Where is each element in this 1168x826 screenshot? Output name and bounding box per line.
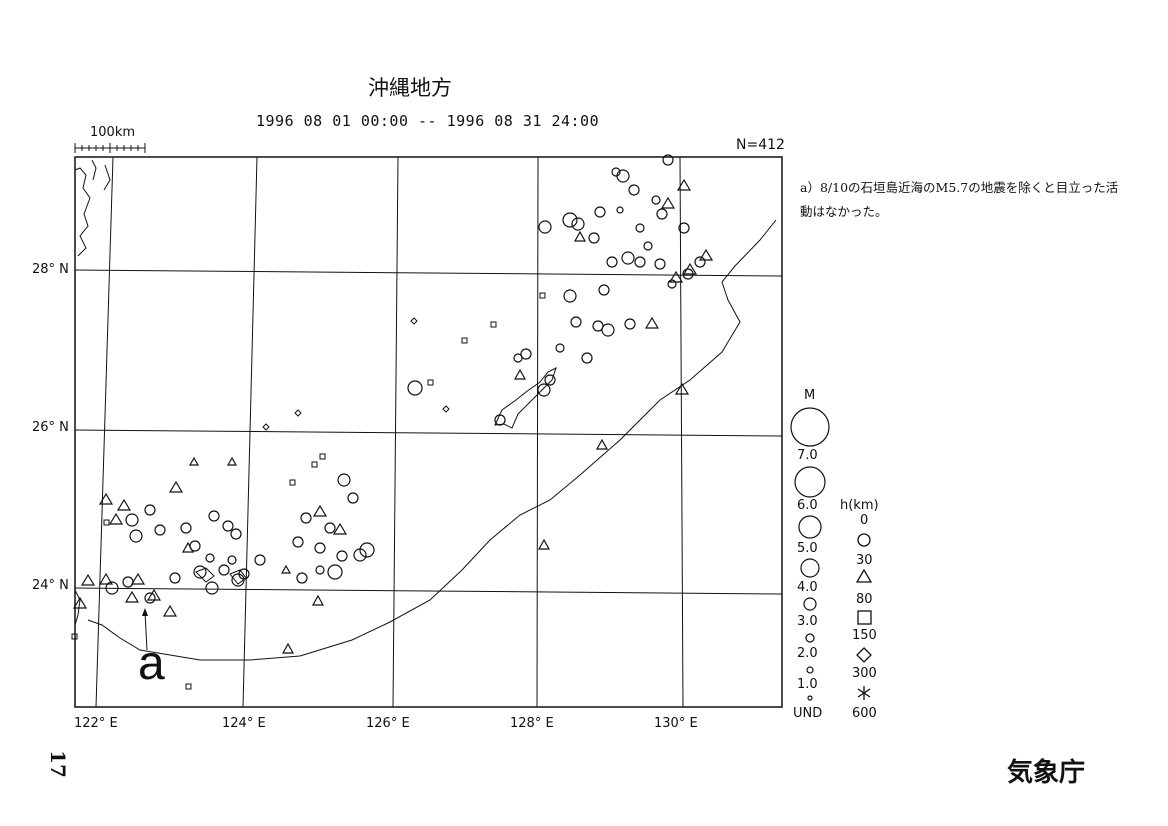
lon-label-122: 122° E xyxy=(74,716,118,731)
events-shallow xyxy=(105,154,706,604)
events-deep xyxy=(71,292,546,690)
map-title: 沖縄地方 xyxy=(368,76,452,100)
map-frame xyxy=(74,156,783,708)
depth-0-30-circle-icon xyxy=(857,533,871,547)
marker-a-label: a xyxy=(138,637,165,690)
lon-label-128: 128° E xyxy=(510,716,554,731)
depth-item: 0 xyxy=(860,513,869,528)
lat-label-26: 26° N xyxy=(32,420,69,435)
depth-150-300-diamond-icon xyxy=(856,647,872,663)
events-depth-30-80 xyxy=(72,178,714,654)
scale-bar xyxy=(74,143,146,153)
kyushu-coast xyxy=(74,159,111,257)
annotation-note: a）8/10の石垣島近海のM5.7の地震を除くと目立った活動はなかった。 xyxy=(800,180,1119,219)
grid-lon-130 xyxy=(679,156,684,708)
grid-lon-126 xyxy=(392,156,399,708)
depth-legend-title: h(km) xyxy=(840,498,879,513)
depth-legend-symbols xyxy=(855,533,873,700)
magnitude-item: 1.0 xyxy=(797,677,818,692)
depth-item: 150 xyxy=(852,628,877,643)
period-label: 1996 08 01 00:00 -- 1996 08 31 24:00 xyxy=(256,112,600,130)
yaeyama-islands xyxy=(195,567,247,585)
grid-lon-124 xyxy=(242,156,258,708)
magnitude-item: 3.0 xyxy=(797,614,818,629)
depth-80-150-square-icon xyxy=(857,610,872,625)
lat-label-24: 24° N xyxy=(32,578,69,593)
agency-name: 気象庁 xyxy=(1007,758,1086,788)
grid-lat-28 xyxy=(74,269,783,277)
magnitude-item: 2.0 xyxy=(797,646,818,661)
event-count: N=412 xyxy=(736,137,785,153)
magnitude-item: 4.0 xyxy=(797,580,818,595)
depth-item: 300 xyxy=(852,666,877,681)
magnitude-legend-symbols xyxy=(790,407,830,701)
lon-label-124: 124° E xyxy=(222,716,266,731)
depth-30-80-triangle-icon xyxy=(855,568,873,583)
grid-lon-128 xyxy=(536,156,539,708)
marker-arrow xyxy=(144,611,148,651)
magnitude-item: 7.0 xyxy=(797,448,818,463)
magnitude-item: 5.0 xyxy=(797,541,818,556)
page-number: 17 xyxy=(45,750,70,778)
okinawa-island xyxy=(494,367,557,429)
magnitude-item: 6.0 xyxy=(797,498,818,513)
grid-lat-24 xyxy=(74,587,783,595)
magnitude-legend-title: M xyxy=(804,388,816,403)
depth-item: 600 xyxy=(852,706,877,721)
scale-bar-label: 100km xyxy=(90,125,136,140)
depth-item: 30 xyxy=(856,553,873,568)
grid-lat-26 xyxy=(74,429,783,437)
magnitude-item: UND xyxy=(793,706,823,721)
ryukyu-trench xyxy=(87,219,777,661)
lat-label-28: 28° N xyxy=(32,262,69,277)
lon-label-130: 130° E xyxy=(654,716,698,731)
lon-label-126: 126° E xyxy=(366,716,410,731)
depth-300-600-asterisk-icon xyxy=(857,686,871,700)
marker-arrowhead xyxy=(142,608,148,616)
grid-lon-122 xyxy=(95,156,114,708)
depth-item: 80 xyxy=(856,592,873,607)
